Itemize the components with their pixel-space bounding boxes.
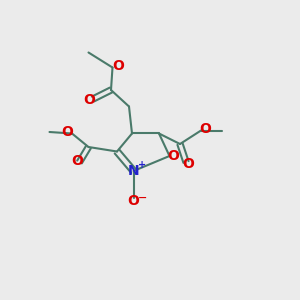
Text: O: O [112, 59, 124, 73]
Text: O: O [167, 149, 179, 163]
Text: O: O [200, 122, 211, 136]
Text: O: O [83, 94, 95, 107]
Text: +: + [138, 160, 147, 170]
Text: O: O [128, 194, 140, 208]
Text: N: N [128, 164, 139, 178]
Text: O: O [61, 125, 74, 139]
Text: −: − [138, 193, 147, 203]
Text: O: O [182, 157, 194, 170]
Text: O: O [71, 154, 83, 168]
